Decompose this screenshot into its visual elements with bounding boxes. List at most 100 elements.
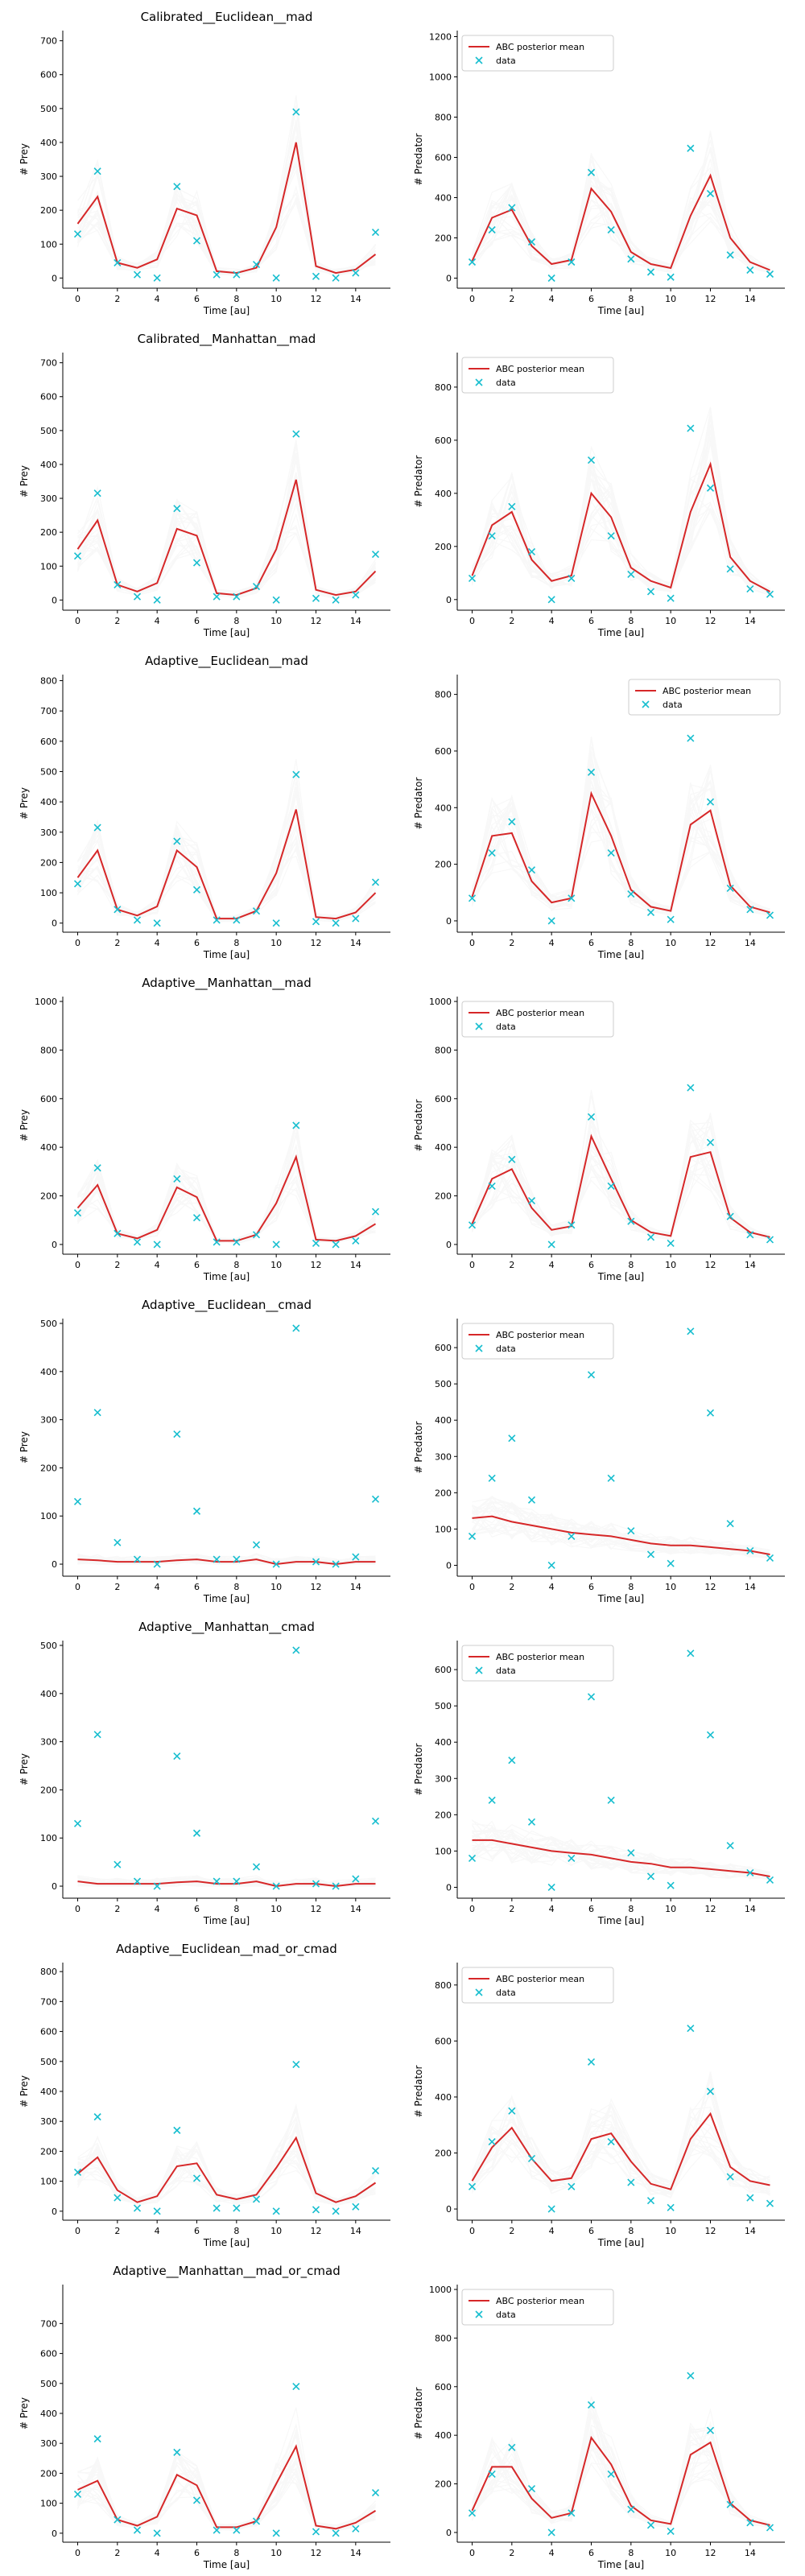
legend: ABC posterior mean data <box>461 1967 614 2004</box>
posterior-sample-line <box>471 407 770 591</box>
y-tick-label: 200 <box>435 1191 452 1202</box>
y-tick-label: 400 <box>435 1142 452 1153</box>
data-marker <box>527 1496 536 1504</box>
data-marker <box>627 1217 635 1225</box>
posterior-samples <box>471 130 770 275</box>
posterior-sample-line <box>471 1124 770 1239</box>
x-tick-label: 4 <box>155 938 160 948</box>
posterior-sample-line <box>471 1121 770 1240</box>
y-tick-label: 800 <box>40 1045 57 1055</box>
posterior-sample-line <box>76 171 376 276</box>
posterior-sample-line <box>472 2129 770 2194</box>
posterior-sample-line <box>471 1095 770 1241</box>
data-marker <box>766 590 774 598</box>
posterior-sample-line <box>77 805 376 923</box>
data-marker <box>93 824 101 832</box>
x-tick-label: 0 <box>75 294 80 304</box>
data-marker <box>93 2435 101 2443</box>
x-tick-label: 0 <box>469 2548 475 2558</box>
posterior-sample-line <box>77 1157 376 1243</box>
posterior-sample-line <box>77 1877 376 1887</box>
data-marker <box>133 592 142 601</box>
posterior-samples <box>471 1819 770 1882</box>
data-marker <box>292 2060 300 2069</box>
posterior-sample-line <box>471 2442 770 2528</box>
posterior-sample-line <box>472 2415 770 2524</box>
y-tick-label: 500 <box>40 766 57 777</box>
posterior-samples <box>76 758 377 923</box>
posterior-sample-line <box>472 158 770 273</box>
data-marker <box>646 1872 655 1880</box>
posterior-sample-line <box>471 2402 770 2525</box>
data-marker <box>93 1731 101 1739</box>
y-tick-label: 600 <box>435 436 452 446</box>
posterior-sample-line <box>472 2433 770 2529</box>
y-tick-label: 600 <box>435 153 452 163</box>
legend-box <box>461 2289 614 2326</box>
posterior-sample-line <box>472 2093 770 2192</box>
posterior-sample-line <box>77 491 376 596</box>
legend: ABC posterior mean data <box>461 357 614 394</box>
y-tick-label: 200 <box>40 527 57 538</box>
posterior-sample-line <box>76 781 376 921</box>
data-marker <box>292 1121 300 1129</box>
y-tick-label: 200 <box>435 542 452 552</box>
posterior-sample-line <box>471 443 770 593</box>
chart-title: Adaptive__Euclidean__cmad <box>142 1298 312 1313</box>
posterior-sample-line <box>471 445 770 592</box>
posterior-sample-line <box>472 1501 770 1560</box>
posterior-sample-line <box>472 1125 770 1239</box>
data-marker <box>568 258 576 266</box>
posterior-sample-line <box>471 2103 770 2194</box>
data-marker <box>746 2519 754 2527</box>
posterior-sample-line <box>76 180 376 272</box>
legend-data-label: data <box>496 2310 516 2320</box>
y-axis-label: # Predator <box>413 777 424 829</box>
data-marker <box>352 914 360 923</box>
x-tick-label: 4 <box>549 1904 555 1914</box>
x-tick-label: 0 <box>469 1904 475 1914</box>
posterior-sample-line <box>77 108 376 276</box>
y-tick-label: 300 <box>40 171 57 182</box>
data-marker <box>646 588 655 596</box>
posterior-sample-line <box>77 1876 376 1887</box>
chart-title: Adaptive__Euclidean__mad <box>145 654 308 669</box>
posterior-sample-line <box>472 431 770 592</box>
posterior-sample-line <box>471 176 770 275</box>
data-marker <box>233 1877 241 1885</box>
y-tick-label: 300 <box>435 1773 452 1784</box>
data-marker <box>73 2490 82 2499</box>
y-tick-label: 400 <box>40 1142 57 1153</box>
y-tick-label: 0 <box>52 595 57 605</box>
data-marker <box>133 270 142 279</box>
y-axis-label: # Prey <box>19 143 30 175</box>
data-marker <box>687 144 695 152</box>
data-marker <box>468 2182 477 2190</box>
data-marker <box>233 592 241 601</box>
data-marker <box>627 1849 635 1857</box>
y-axis-label: # Predator <box>413 1099 424 1151</box>
posterior-sample-line <box>77 477 376 597</box>
chart-panel-3: 0 100 200 300 400 500 600 700 0 2 4 6 8 10 12 14 Time [a… <box>19 332 390 638</box>
x-axis-label: Time [au] <box>203 1271 250 1282</box>
data-marker <box>706 484 715 492</box>
data-marker <box>192 559 201 567</box>
posterior-sample-line <box>77 2462 376 2528</box>
posterior-sample-line <box>471 2098 770 2195</box>
legend-box <box>461 1967 614 2004</box>
data-marker <box>547 596 555 604</box>
posterior-sample-line <box>77 142 376 276</box>
x-tick-label: 10 <box>270 938 282 948</box>
legend-data-label: data <box>496 1666 516 1676</box>
data-marker <box>667 594 675 602</box>
x-tick-label: 12 <box>705 1582 716 1592</box>
data-marker <box>213 270 221 279</box>
posterior-sample-line <box>472 1827 770 1881</box>
x-tick-label: 14 <box>350 294 361 304</box>
x-tick-label: 14 <box>350 1904 361 1914</box>
x-tick-label: 0 <box>469 294 475 304</box>
data-marker <box>667 273 675 281</box>
y-tick-label: 600 <box>435 1665 452 1675</box>
posterior-sample-line <box>77 502 376 598</box>
posterior-sample-line <box>76 493 376 597</box>
